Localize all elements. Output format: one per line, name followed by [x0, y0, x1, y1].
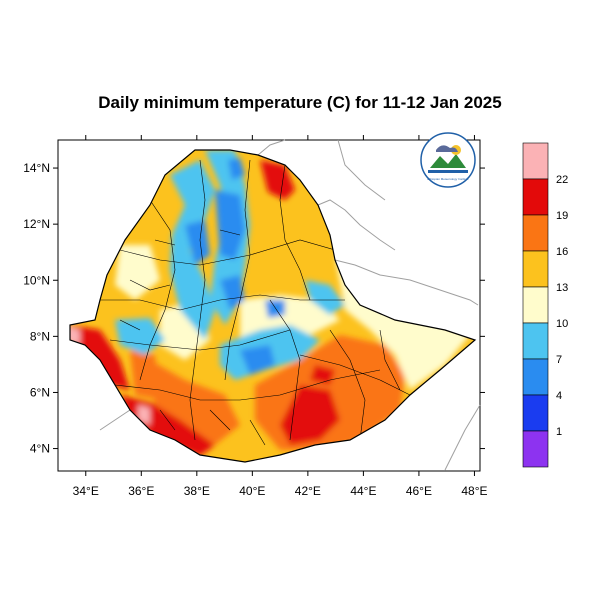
colorbar-swatch	[522, 250, 549, 288]
x-tick-label: 44°E	[350, 484, 376, 498]
y-tick-label: 10°N	[23, 273, 50, 287]
svg-text:Ethiopian Meteorology Institut: Ethiopian Meteorology Institute	[427, 177, 469, 181]
x-tick-label: 36°E	[128, 484, 154, 498]
colorbar-swatch	[522, 394, 549, 432]
colorbar-label: 19	[556, 210, 568, 222]
y-axis: 4°N 6°N 8°N 10°N 12°N 14°N	[23, 161, 485, 456]
y-tick-label: 8°N	[30, 329, 50, 343]
colorbar: 1 4 7 10 13 16 19 22	[522, 142, 568, 468]
colorbar-label: 13	[556, 282, 568, 294]
colorbar-swatch	[522, 430, 549, 468]
colorbar-swatch	[522, 178, 549, 216]
x-tick-label: 38°E	[184, 484, 210, 498]
x-axis: 34°E 36°E 38°E 40°E 42°E 44°E 46°E 48°E	[73, 135, 488, 498]
x-tick-label: 40°E	[239, 484, 265, 498]
x-tick-label: 34°E	[73, 484, 99, 498]
ethiopia-border	[69, 149, 477, 463]
colorbar-swatch	[522, 286, 549, 324]
y-tick-label: 4°N	[30, 442, 50, 456]
y-tick-label: 14°N	[23, 161, 50, 175]
map-title: Daily minimum temperature (C) for 11-12 …	[98, 93, 502, 112]
colorbar-swatch	[522, 358, 549, 396]
neighbor-borders	[99, 139, 481, 471]
colorbar-label: 16	[556, 246, 568, 258]
colorbar-label: 1	[556, 426, 562, 438]
x-tick-label: 48°E	[461, 484, 487, 498]
y-tick-label: 12°N	[23, 217, 50, 231]
x-tick-label: 42°E	[295, 484, 321, 498]
colorbar-swatch	[522, 214, 549, 252]
logo: Ethiopian Meteorology Institute	[420, 132, 476, 188]
colorbar-label: 10	[556, 318, 568, 330]
colorbar-swatch	[522, 142, 549, 180]
colorbar-swatch	[522, 322, 549, 360]
colorbar-label: 4	[556, 390, 562, 402]
y-tick-label: 6°N	[30, 385, 50, 399]
colorbar-label: 7	[556, 354, 562, 366]
colorbar-label: 22	[556, 174, 568, 186]
admin-boundaries	[100, 159, 411, 446]
x-tick-label: 46°E	[406, 484, 432, 498]
